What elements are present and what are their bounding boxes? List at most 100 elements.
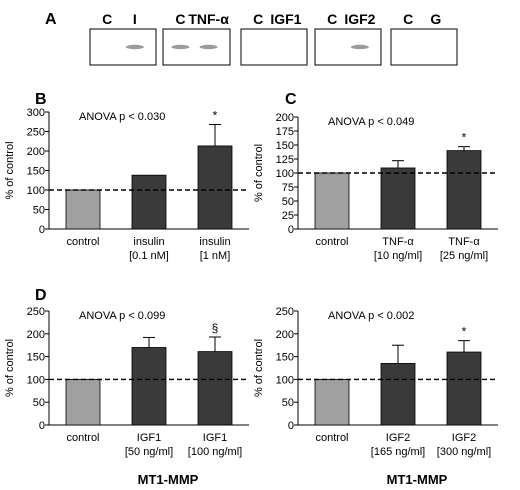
y-axis-label: % of control [4, 339, 16, 397]
y-tick-label: 250 [276, 306, 294, 318]
significance-mark: * [462, 131, 467, 145]
blot-band [350, 44, 369, 50]
bar [197, 351, 233, 426]
y-tick-label: 175 [276, 126, 294, 138]
bar [380, 363, 416, 426]
blot-box-0 [89, 28, 157, 66]
x-tick-label: insulin [199, 236, 230, 248]
chart-panel-b: B 0 50 100 150 200 250 300 % of control ANOVA p <… [4, 91, 249, 262]
y-tick-label: 75 [282, 182, 294, 194]
blot-lane-label: IGF2 [344, 11, 375, 27]
y-tick-label: 125 [276, 154, 294, 166]
y-axis-label: % of control [253, 339, 265, 397]
y-axis-label: % of control [253, 144, 265, 202]
y-tick-label: 200 [27, 329, 45, 341]
blot-lane-label: C [175, 11, 185, 27]
y-axis-label: % of control [4, 141, 16, 199]
blot-box-2 [240, 28, 308, 66]
y-tick-label: 25 [282, 210, 294, 222]
western-blot-strip: C I C TNF-α C IGF1 C IGF2 C G [89, 11, 458, 66]
y-tick-label: 0 [39, 224, 45, 236]
x-tick-label: IGF2 [452, 432, 476, 444]
y-tick-label: 50 [282, 397, 294, 409]
x-tick-label: IGF1 [137, 432, 161, 444]
x-tick-label: control [66, 236, 99, 248]
y-tick-label: 200 [276, 112, 294, 124]
y-tick-label: 0 [288, 224, 294, 236]
blot-box-4 [390, 28, 458, 66]
x-tick-label: [165 ng/ml] [371, 446, 425, 458]
x-tick-label: [25 ng/ml] [440, 250, 488, 262]
x-tick-label: TNF-α [382, 236, 414, 248]
y-tick-label: 0 [288, 420, 294, 432]
blot-lane-label: G [430, 11, 441, 27]
significance-mark: * [213, 108, 218, 122]
panel-letter: B [35, 91, 47, 108]
panel-letter: D [35, 287, 47, 304]
blot-lane-label: TNF-α [188, 11, 229, 27]
panel-letter: C [285, 91, 297, 108]
y-tick-label: 50 [33, 205, 45, 217]
anova-annotation: ANOVA p < 0.030 [79, 111, 165, 123]
y-tick-label: 150 [27, 166, 45, 178]
blot-lane-label: C [253, 11, 263, 27]
bar [65, 189, 101, 230]
panel-a-label: A [45, 11, 57, 28]
y-tick-label: 300 [27, 107, 45, 119]
bar [65, 378, 101, 426]
bar [446, 351, 482, 426]
anova-annotation: ANOVA p < 0.049 [328, 116, 414, 128]
y-tick-label: 0 [39, 420, 45, 432]
significance-mark: * [462, 325, 467, 339]
x-tick-label: control [315, 432, 348, 444]
chart-panel-igf2: 0 50 100 150 200 250 % of control ANOVA p < 0.0… [253, 306, 498, 458]
y-tick-label: 150 [276, 140, 294, 152]
chart-panel-d: D 0 50 100 150 200 250 % of control ANOVA p < 0.… [4, 287, 249, 458]
x-tick-label: IGF1 [203, 432, 227, 444]
x-tick-label: control [66, 432, 99, 444]
blot-lane-label: I [133, 11, 137, 27]
mt1-mmp-label-left: MT1-MMP [138, 472, 199, 487]
bar [197, 145, 233, 230]
x-tick-label: [1 nM] [200, 250, 231, 262]
blot-box-3 [314, 28, 382, 66]
significance-mark: § [212, 321, 219, 335]
blot-band [125, 44, 144, 50]
x-tick-label: [10 ng/ml] [374, 250, 422, 262]
y-tick-label: 50 [282, 196, 294, 208]
y-tick-label: 250 [27, 306, 45, 318]
bar [131, 174, 167, 230]
bar [380, 167, 416, 230]
y-tick-label: 200 [276, 329, 294, 341]
blot-lane-label: C [102, 11, 112, 27]
blot-band [171, 44, 190, 50]
mt1-mmp-label-right: MT1-MMP [387, 472, 448, 487]
chart-panel-c: C 0 25 50 75 100 125 150 175 200 % of control ANOVA… [253, 91, 498, 262]
x-tick-label: IGF2 [386, 432, 410, 444]
anova-annotation: ANOVA p < 0.002 [328, 310, 414, 322]
x-tick-label: TNF-α [448, 236, 480, 248]
blot-band [199, 44, 218, 50]
x-tick-label: [50 ng/ml] [125, 446, 173, 458]
bar [131, 347, 167, 426]
y-tick-label: 100 [276, 374, 294, 386]
y-tick-label: 100 [27, 374, 45, 386]
blot-lane-label: C [327, 11, 337, 27]
anova-annotation: ANOVA p < 0.099 [79, 310, 165, 322]
blot-lane-label: C [403, 11, 413, 27]
blot-lane-label: IGF1 [270, 11, 301, 27]
bar [446, 150, 482, 230]
bar [314, 378, 350, 426]
x-tick-label: [100 ng/ml] [188, 446, 242, 458]
x-tick-label: insulin [133, 236, 164, 248]
bar [314, 172, 350, 230]
x-tick-label: control [315, 236, 348, 248]
y-tick-label: 200 [27, 146, 45, 158]
y-tick-label: 50 [33, 397, 45, 409]
y-tick-label: 150 [276, 352, 294, 364]
y-tick-label: 100 [27, 185, 45, 197]
y-tick-label: 150 [27, 352, 45, 364]
y-tick-label: 250 [27, 127, 45, 139]
y-tick-label: 100 [276, 168, 294, 180]
